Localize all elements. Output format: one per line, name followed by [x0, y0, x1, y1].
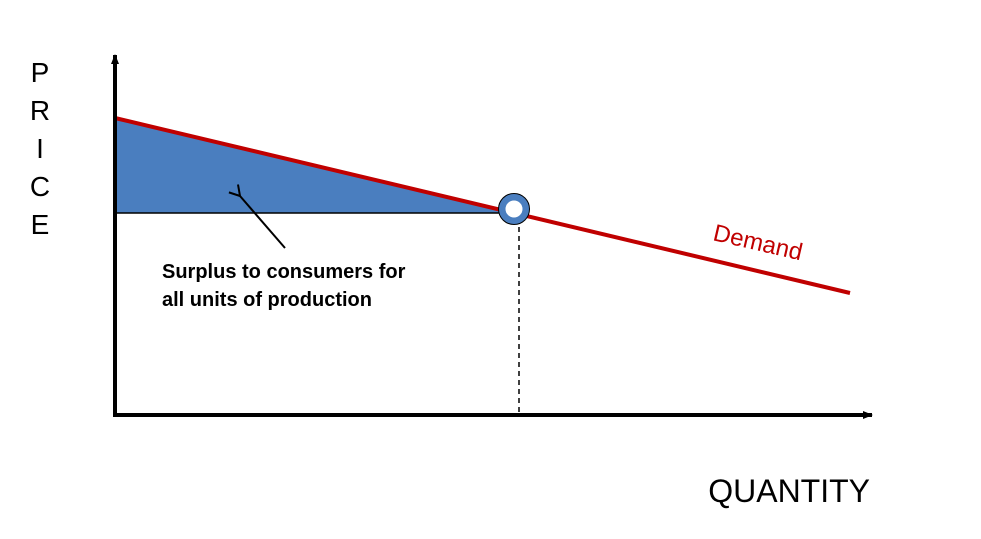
demand-label: Demand	[711, 220, 805, 267]
y-axis-letter: R	[30, 95, 50, 126]
annotation-line: all units of production	[162, 289, 372, 311]
y-axis-letter: P	[31, 57, 50, 88]
demand-line	[114, 116, 851, 295]
y-axis-letter: C	[30, 171, 50, 202]
y-axis-letter: E	[31, 209, 50, 240]
annotation-arrow	[228, 184, 286, 249]
annotation-line: Surplus to consumers for	[162, 261, 406, 283]
equilibrium-point	[498, 193, 530, 225]
x-axis-label: QUANTITY	[708, 473, 870, 509]
equilibrium-outline	[498, 193, 530, 225]
y-axis-letter: I	[36, 133, 44, 164]
